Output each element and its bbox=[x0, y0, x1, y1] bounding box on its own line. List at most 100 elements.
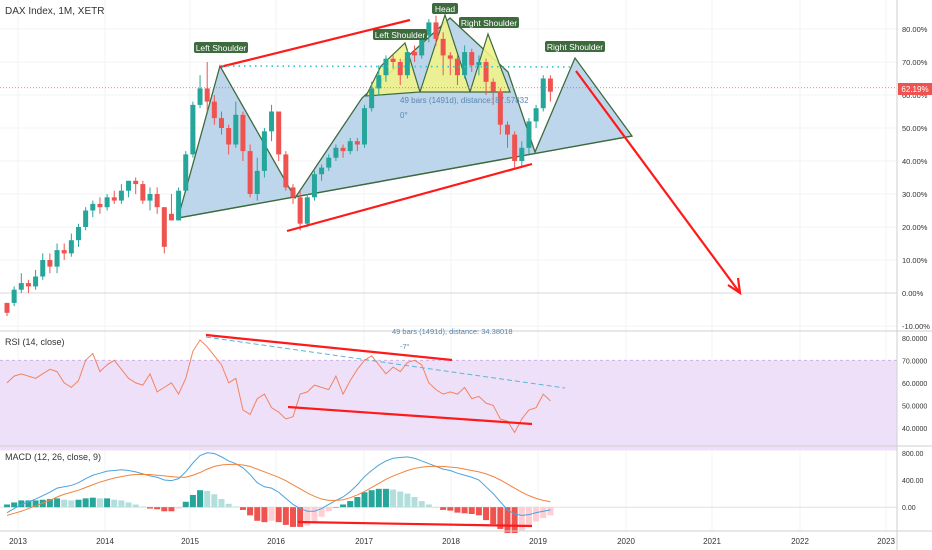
rsi-trendline-upper[interactable] bbox=[205, 333, 453, 362]
candle[interactable] bbox=[462, 52, 468, 76]
candle[interactable] bbox=[412, 52, 418, 56]
candle[interactable] bbox=[397, 62, 403, 76]
candle[interactable] bbox=[433, 22, 439, 39]
candle[interactable] bbox=[376, 75, 382, 89]
candle[interactable] bbox=[447, 55, 453, 59]
label-right-shoulder-1[interactable]: Right Shoulder bbox=[459, 17, 519, 28]
label-left-shoulder-1[interactable]: Left Shoulder bbox=[194, 42, 248, 53]
candle[interactable] bbox=[254, 170, 260, 194]
candle[interactable] bbox=[76, 227, 81, 241]
candle[interactable] bbox=[304, 197, 310, 224]
candle[interactable] bbox=[154, 194, 160, 208]
candle[interactable] bbox=[419, 35, 425, 56]
candle[interactable] bbox=[319, 167, 325, 175]
candle[interactable] bbox=[497, 91, 503, 125]
candle[interactable] bbox=[276, 111, 282, 155]
candle[interactable] bbox=[147, 194, 153, 201]
candle[interactable] bbox=[311, 174, 317, 198]
candle[interactable] bbox=[219, 118, 224, 128]
candle[interactable] bbox=[383, 58, 389, 76]
candle[interactable] bbox=[326, 157, 332, 168]
label-head[interactable]: Head bbox=[432, 3, 458, 14]
trendline-upper[interactable] bbox=[219, 18, 411, 69]
candle[interactable] bbox=[190, 104, 196, 155]
neckline bbox=[177, 135, 633, 219]
candle[interactable] bbox=[469, 52, 475, 66]
trendline-lower[interactable] bbox=[286, 162, 533, 233]
candle[interactable] bbox=[454, 58, 460, 76]
macd-line[interactable] bbox=[6, 452, 551, 516]
candle[interactable] bbox=[176, 190, 182, 221]
candle[interactable] bbox=[40, 260, 46, 277]
candle[interactable] bbox=[226, 128, 232, 145]
candle[interactable] bbox=[512, 134, 518, 161]
candle[interactable] bbox=[197, 88, 203, 105]
candle[interactable] bbox=[519, 147, 525, 161]
candle[interactable] bbox=[369, 88, 375, 109]
forecast-arrow[interactable] bbox=[575, 70, 741, 294]
signal-line[interactable] bbox=[6, 463, 551, 516]
candle[interactable] bbox=[118, 190, 124, 201]
candle[interactable] bbox=[340, 147, 346, 152]
candle[interactable] bbox=[247, 151, 253, 194]
candle[interactable] bbox=[133, 180, 139, 185]
candle[interactable] bbox=[476, 62, 482, 66]
candle[interactable] bbox=[404, 52, 410, 76]
candle[interactable] bbox=[25, 283, 31, 287]
candle[interactable] bbox=[547, 78, 553, 92]
candle[interactable] bbox=[505, 124, 510, 135]
rsi-line[interactable] bbox=[6, 339, 551, 434]
candle[interactable] bbox=[140, 184, 146, 201]
candle[interactable] bbox=[483, 62, 489, 82]
candle[interactable] bbox=[540, 78, 546, 109]
candle[interactable] bbox=[390, 58, 396, 62]
candle[interactable] bbox=[426, 22, 432, 36]
candle[interactable] bbox=[240, 114, 246, 152]
macd-plot[interactable] bbox=[0, 452, 897, 534]
label-right-shoulder-2[interactable]: Right Shoulder bbox=[545, 41, 605, 52]
candle[interactable] bbox=[168, 213, 174, 221]
rsi-plot[interactable] bbox=[6, 339, 551, 434]
candle[interactable] bbox=[33, 276, 39, 287]
candle[interactable] bbox=[204, 88, 210, 102]
rsi-tick-label: 80.0000 bbox=[902, 336, 927, 343]
candle[interactable] bbox=[4, 302, 10, 313]
trend-annotations[interactable] bbox=[205, 18, 742, 528]
label-left-shoulder-2[interactable]: Left Shoulder bbox=[373, 29, 427, 40]
candle[interactable] bbox=[440, 38, 446, 56]
candle[interactable] bbox=[61, 250, 67, 254]
candle[interactable] bbox=[161, 207, 167, 247]
candle[interactable] bbox=[333, 147, 339, 158]
macd-histogram-bar bbox=[18, 500, 25, 508]
candle[interactable] bbox=[104, 197, 110, 208]
candle[interactable] bbox=[533, 108, 539, 122]
macd-trendline[interactable] bbox=[297, 520, 533, 528]
candle[interactable] bbox=[290, 187, 296, 198]
candle[interactable] bbox=[126, 180, 132, 191]
price-candles[interactable] bbox=[0, 15, 897, 317]
candle[interactable] bbox=[97, 203, 103, 208]
candle[interactable] bbox=[11, 289, 17, 303]
candle[interactable] bbox=[83, 210, 89, 228]
rsi-trendline-lower[interactable] bbox=[287, 405, 533, 426]
candle[interactable] bbox=[90, 203, 96, 211]
candle[interactable] bbox=[233, 114, 239, 145]
candle[interactable] bbox=[362, 108, 367, 145]
candle[interactable] bbox=[354, 141, 360, 145]
candle[interactable] bbox=[68, 240, 74, 254]
candle[interactable] bbox=[111, 197, 117, 201]
candle[interactable] bbox=[211, 101, 217, 119]
candle[interactable] bbox=[269, 111, 275, 132]
candle[interactable] bbox=[261, 131, 267, 171]
candle[interactable] bbox=[297, 197, 303, 224]
candle[interactable] bbox=[347, 141, 353, 152]
current-price-badge[interactable]: 62.19% bbox=[898, 83, 932, 95]
candle[interactable] bbox=[526, 121, 532, 148]
candle[interactable] bbox=[283, 154, 289, 188]
candle[interactable] bbox=[490, 81, 496, 92]
candle[interactable] bbox=[18, 283, 24, 290]
candle[interactable] bbox=[183, 154, 189, 191]
candle[interactable] bbox=[47, 260, 53, 267]
candle[interactable] bbox=[54, 250, 60, 267]
